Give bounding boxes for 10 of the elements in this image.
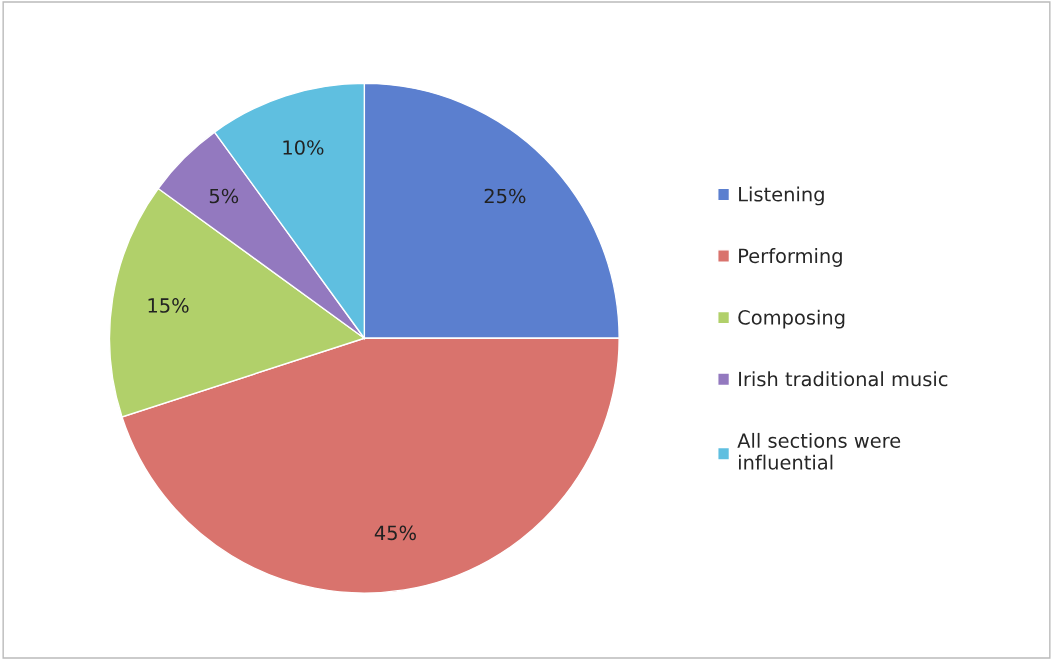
legend-label: Irish traditional music — [739, 371, 948, 387]
legend-label: Listening — [739, 186, 824, 206]
data-label: 45% — [374, 525, 416, 541]
data-label: 5% — [209, 188, 239, 204]
data-label: 10% — [283, 140, 324, 155]
legend-label: Composing — [738, 309, 845, 329]
data-label: 25% — [484, 188, 526, 204]
legend-label: Performing — [739, 248, 842, 267]
data-label: 15% — [148, 298, 189, 313]
legend-label: All sections were influential — [737, 432, 901, 470]
